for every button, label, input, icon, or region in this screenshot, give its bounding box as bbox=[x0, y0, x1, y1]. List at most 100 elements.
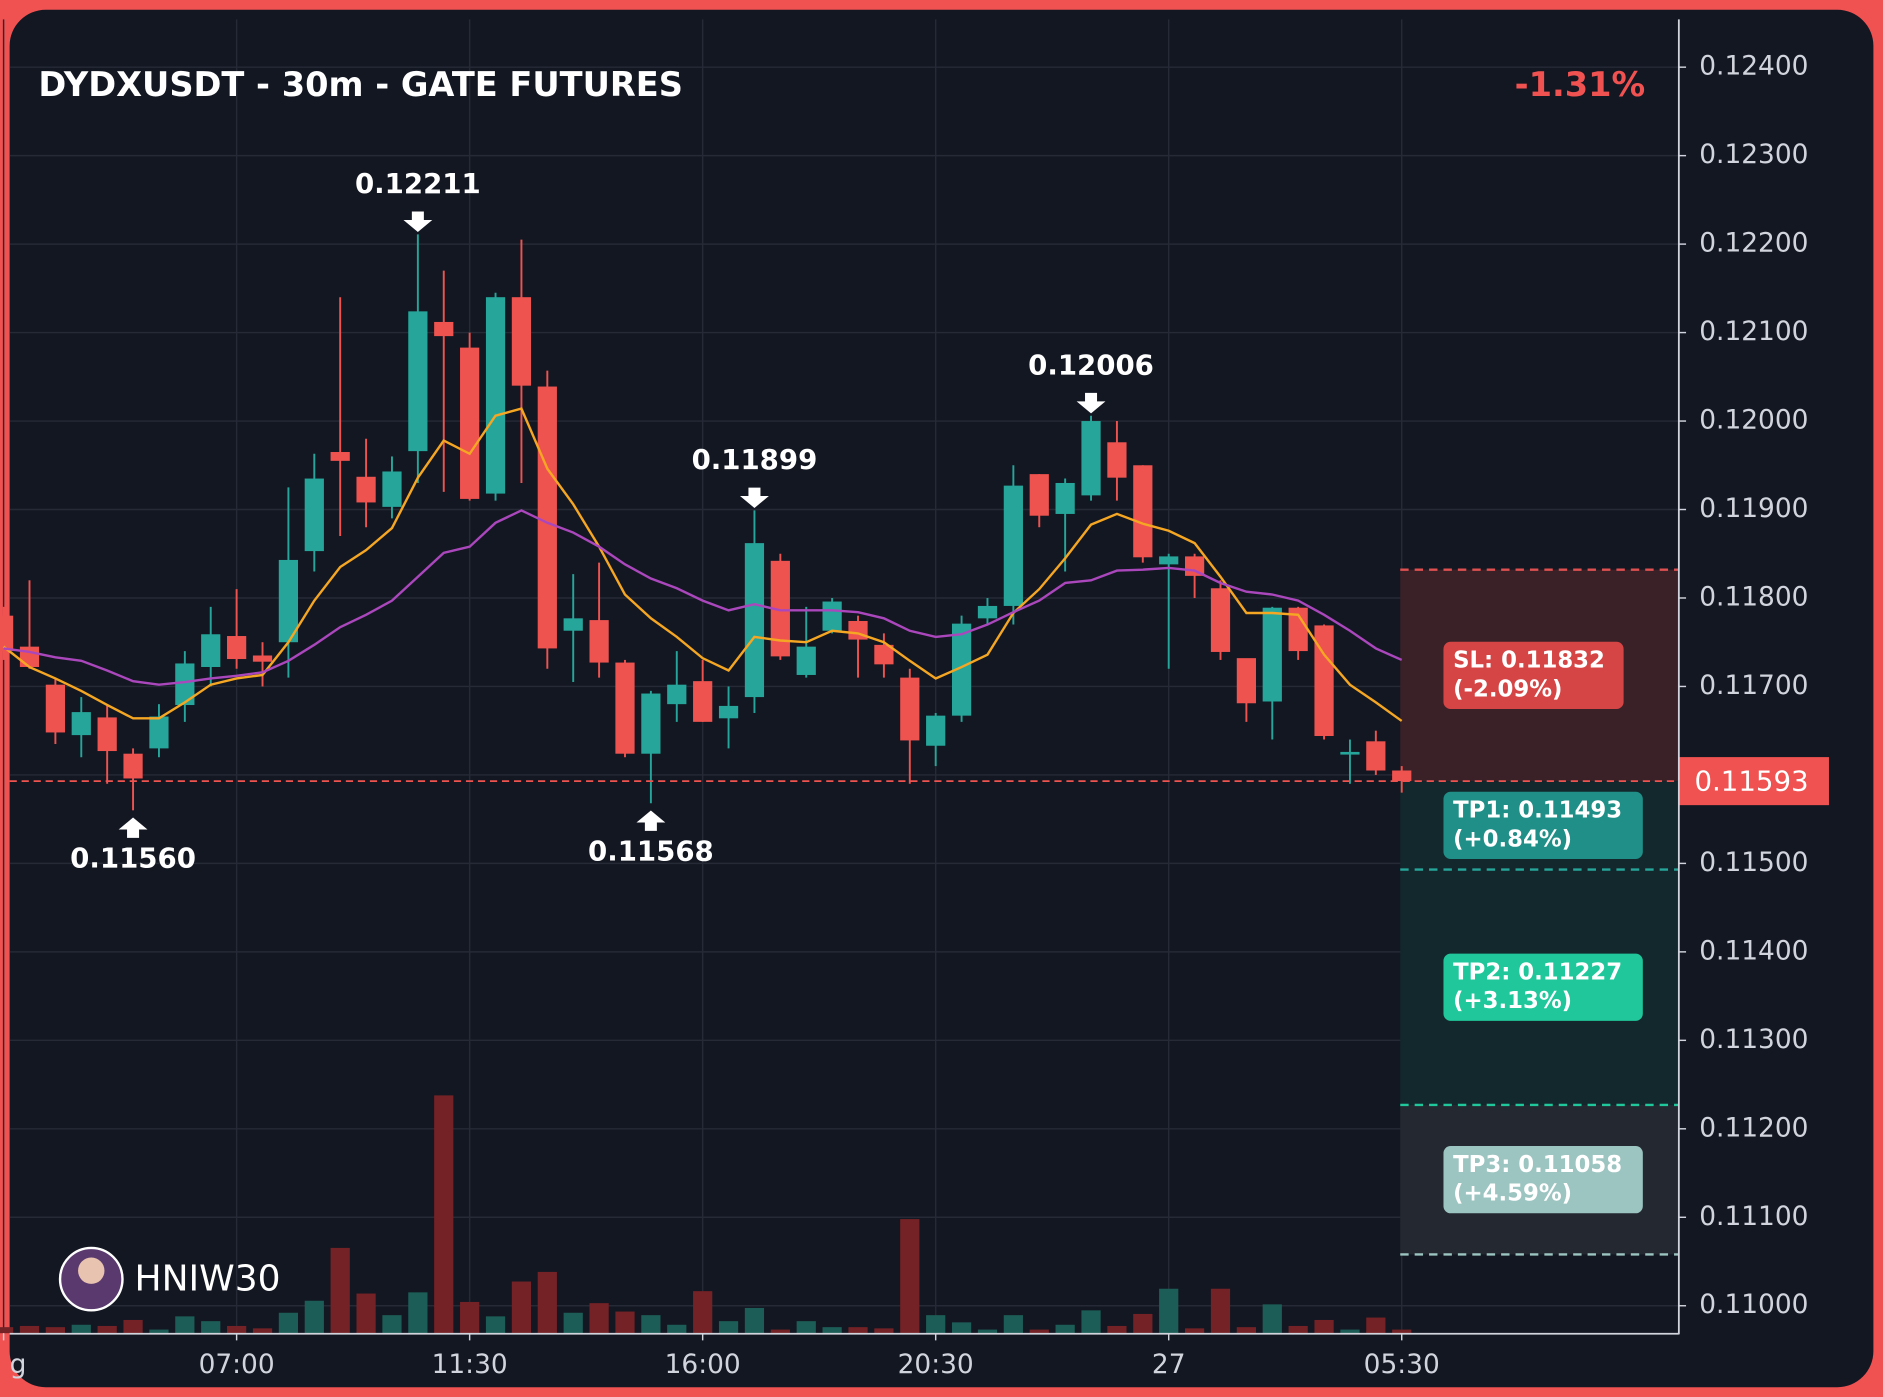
volume-bar bbox=[0, 1327, 14, 1334]
candle-body bbox=[900, 677, 920, 741]
candle-body bbox=[201, 634, 221, 667]
level-label: TP3: 0.11058 bbox=[1453, 1152, 1622, 1178]
y-tick-label: 0.11300 bbox=[1699, 1024, 1808, 1055]
volume-bar bbox=[926, 1315, 946, 1334]
y-tick-label: 0.11800 bbox=[1699, 581, 1808, 612]
volume-bar bbox=[977, 1329, 998, 1334]
level-note: (-2.09%) bbox=[1453, 676, 1562, 702]
annotation-arrow bbox=[740, 487, 769, 509]
candle-body bbox=[537, 386, 557, 649]
candle-body bbox=[641, 693, 661, 754]
candle-body bbox=[0, 615, 14, 652]
volume-bar bbox=[563, 1312, 583, 1334]
candle-body bbox=[175, 663, 195, 706]
volume-bar bbox=[1081, 1310, 1101, 1334]
annotation-arrow bbox=[403, 211, 433, 232]
candle-body bbox=[460, 347, 480, 499]
volume-bar bbox=[1133, 1313, 1153, 1334]
candle-body bbox=[227, 636, 247, 660]
candle-body bbox=[977, 605, 998, 619]
change: -1.31% bbox=[1515, 65, 1646, 104]
volume-bar bbox=[1392, 1329, 1412, 1334]
annotation-label: 0.11899 bbox=[692, 443, 818, 476]
chart-title: DYDXUSDT - 30m - GATE FUTURES bbox=[38, 65, 683, 104]
candle-body bbox=[796, 646, 816, 675]
level-label: TP1: 0.11493 bbox=[1453, 797, 1622, 823]
volume-bar bbox=[97, 1325, 117, 1334]
x-tick-label: 27 bbox=[1152, 1349, 1186, 1380]
volume-bar bbox=[382, 1315, 402, 1334]
last-price-box bbox=[1678, 757, 1829, 806]
y-tick-label: 0.11100 bbox=[1699, 1201, 1808, 1232]
candle-body bbox=[1081, 421, 1101, 496]
volume-bar bbox=[770, 1329, 790, 1334]
candle-body bbox=[408, 311, 428, 452]
volume-bar bbox=[744, 1307, 765, 1334]
volume-bar bbox=[252, 1328, 273, 1334]
avatar-face bbox=[78, 1257, 105, 1284]
candle-body bbox=[304, 478, 324, 552]
candle-body bbox=[382, 471, 402, 507]
candle-body bbox=[1314, 625, 1334, 737]
volume-bar bbox=[511, 1281, 532, 1334]
candle-body bbox=[874, 644, 894, 665]
y-tick-label: 0.11000 bbox=[1699, 1289, 1808, 1320]
y-tick-label: 0.12000 bbox=[1699, 405, 1808, 436]
volume-bar bbox=[1003, 1315, 1023, 1334]
volume-bar bbox=[278, 1312, 299, 1334]
candle-body bbox=[1107, 442, 1127, 478]
volume-bar bbox=[1184, 1328, 1205, 1334]
annotation-arrow bbox=[118, 817, 148, 838]
level-label: TP2: 0.11227 bbox=[1453, 959, 1622, 985]
candle-body bbox=[1055, 482, 1075, 514]
candle-body bbox=[1159, 556, 1179, 565]
candle-body bbox=[97, 717, 117, 752]
level-label-box bbox=[1443, 641, 1624, 710]
volume-bar bbox=[615, 1311, 635, 1334]
level-note: (+4.59%) bbox=[1453, 1181, 1572, 1207]
candle-body bbox=[615, 662, 635, 754]
volume-bar bbox=[1262, 1304, 1282, 1334]
candle-body bbox=[822, 601, 842, 631]
y-tick-label: 0.12400 bbox=[1699, 51, 1808, 82]
last-price-label: 0.11593 bbox=[1694, 764, 1808, 797]
y-tick-label: 0.11500 bbox=[1699, 847, 1808, 878]
volume-bar bbox=[330, 1247, 350, 1334]
volume-bar bbox=[227, 1325, 247, 1334]
level-note: (+0.84%) bbox=[1453, 826, 1572, 852]
level-label-box bbox=[1443, 1146, 1643, 1214]
candle-body bbox=[485, 297, 506, 494]
volume-bar bbox=[71, 1324, 91, 1334]
volume-bar bbox=[1236, 1327, 1256, 1334]
candle-body bbox=[1366, 741, 1386, 771]
candle-body bbox=[252, 655, 273, 662]
candle-body bbox=[926, 715, 946, 746]
volume-bar bbox=[667, 1324, 687, 1334]
volume-bar bbox=[874, 1328, 894, 1334]
volume-bar bbox=[822, 1327, 842, 1334]
y-tick-label: 0.11700 bbox=[1699, 670, 1808, 701]
volume-bar bbox=[693, 1291, 713, 1334]
candle-body bbox=[511, 297, 532, 386]
annotation-arrow bbox=[1076, 392, 1106, 414]
candle-body bbox=[71, 712, 91, 736]
candle-body bbox=[1003, 485, 1023, 606]
y-tick-label: 0.11200 bbox=[1699, 1112, 1808, 1143]
annotation-arrow bbox=[636, 810, 666, 831]
watermark: HNIW30 bbox=[135, 1258, 281, 1299]
volume-bar bbox=[460, 1301, 480, 1334]
candle-body bbox=[1029, 474, 1049, 516]
candle-body bbox=[1392, 770, 1412, 782]
candle-body bbox=[356, 476, 376, 503]
volume-bar bbox=[149, 1329, 169, 1334]
candle-body bbox=[693, 681, 713, 722]
candle-body bbox=[330, 452, 350, 461]
y-tick-label: 0.11400 bbox=[1699, 935, 1808, 966]
level-note: (+3.13%) bbox=[1453, 988, 1572, 1014]
volume-bar bbox=[900, 1219, 920, 1334]
y-tick-label: 0.12300 bbox=[1699, 139, 1808, 170]
candle-body bbox=[434, 321, 454, 337]
volume-bar bbox=[718, 1321, 739, 1334]
